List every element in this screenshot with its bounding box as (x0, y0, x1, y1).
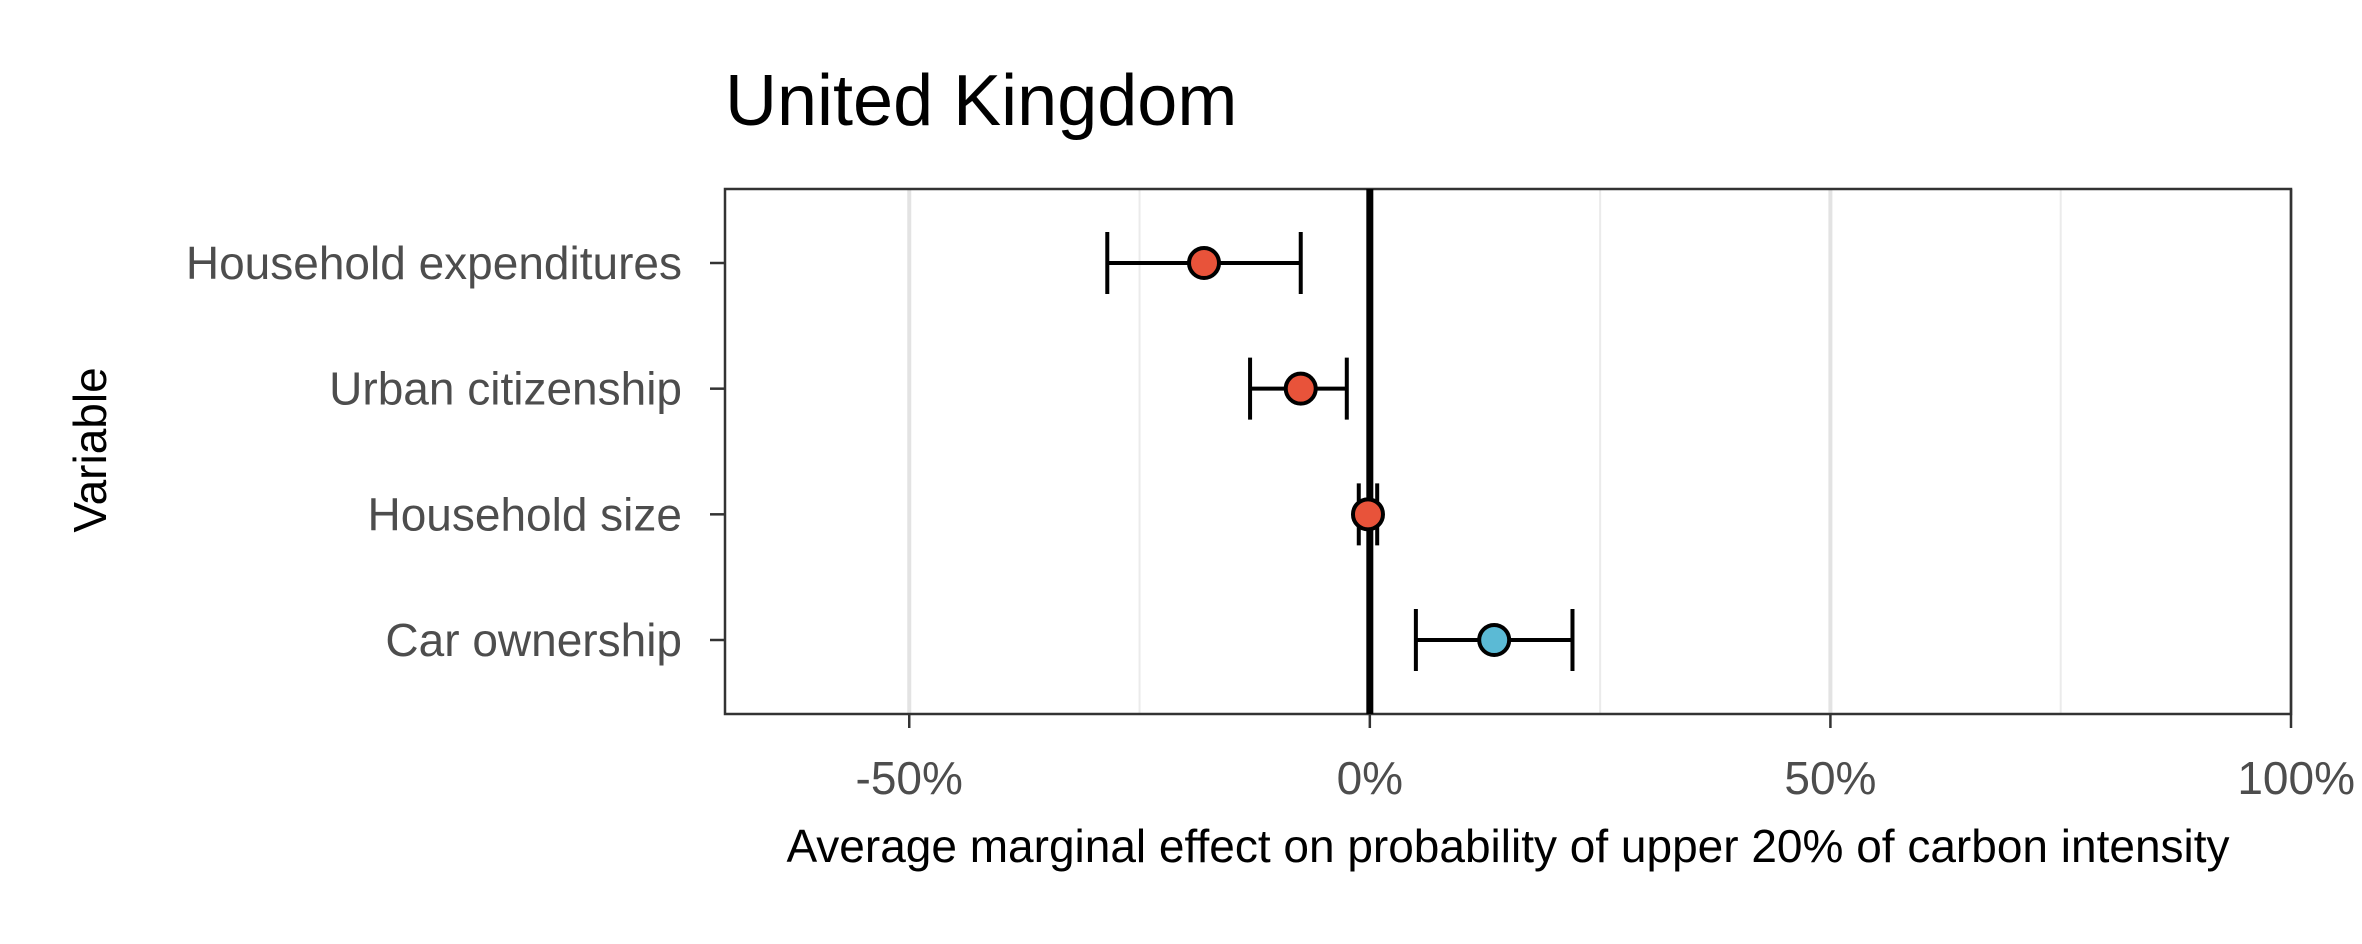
point-group (1248, 357, 1349, 420)
y-axis-title: Variable (64, 367, 116, 532)
x-tick-label: 50% (1784, 752, 1876, 804)
marks (1105, 189, 1575, 714)
y-axis: Household expenditures Urban citizenship H… (186, 237, 725, 666)
y-tick-label: Household size (367, 488, 682, 540)
x-axis: -50% 0% 50% 100% (856, 714, 2355, 804)
y-tick-label: Car ownership (385, 614, 682, 666)
y-tick-label: Household expenditures (186, 237, 682, 289)
point-marker (1187, 246, 1222, 280)
x-tick-label: 0% (1337, 752, 1403, 804)
point-group (1105, 232, 1303, 294)
chart-title: United Kingdom (725, 61, 1237, 141)
point-marker (1477, 623, 1512, 657)
point-group (1413, 609, 1575, 671)
x-tick-label: 100% (2237, 752, 2355, 804)
y-tick-label: Urban citizenship (329, 363, 682, 415)
plot-panel-border (723, 187, 2293, 716)
point-marker (1350, 497, 1385, 532)
point-marker (1283, 371, 1318, 406)
grid (907, 189, 2293, 714)
point-group (1350, 483, 1385, 546)
x-axis-title: Average marginal effect on probability o… (786, 820, 2229, 872)
x-tick-label: -50% (856, 752, 963, 804)
